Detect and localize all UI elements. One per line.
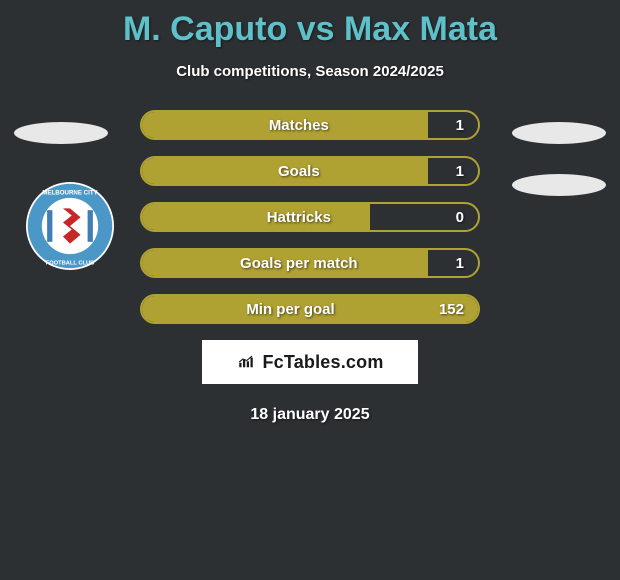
stat-row: Matches1 [140,110,480,140]
page-subtitle: Club competitions, Season 2024/2025 [0,63,620,80]
stat-value: 1 [456,117,478,134]
stat-value: 1 [456,163,478,180]
date: 18 january 2025 [0,406,620,424]
placeholder-oval-right-mid [512,174,606,196]
stat-value: 0 [456,209,478,226]
stat-label: Hattricks [142,209,456,226]
attribution-text: FcTables.com [262,352,383,373]
attribution: FcTables.com [202,340,418,384]
stat-label: Goals [142,163,456,180]
club-badge-icon: MELBOURNE CITY FOOTBALL CLUB [26,182,114,270]
stat-label: Matches [142,117,456,134]
stat-value: 152 [439,301,478,318]
svg-text:FOOTBALL CLUB: FOOTBALL CLUB [46,261,95,267]
stat-row: Goals1 [140,156,480,186]
svg-text:MELBOURNE CITY: MELBOURNE CITY [42,189,97,196]
placeholder-oval-left [14,122,108,144]
page-title: M. Caputo vs Max Mata [0,0,620,49]
stat-value: 1 [456,255,478,272]
placeholder-oval-right-top [512,122,606,144]
chart-icon [236,353,256,371]
stat-row: Min per goal152 [140,294,480,324]
comparison-area: MELBOURNE CITY FOOTBALL CLUB Matches1Goa… [0,110,620,324]
stat-rows: Matches1Goals1Hattricks0Goals per match1… [140,110,480,324]
club-badge: MELBOURNE CITY FOOTBALL CLUB [26,182,114,270]
stat-label: Goals per match [142,255,456,272]
stat-row: Goals per match1 [140,248,480,278]
stat-row: Hattricks0 [140,202,480,232]
stat-label: Min per goal [142,301,439,318]
